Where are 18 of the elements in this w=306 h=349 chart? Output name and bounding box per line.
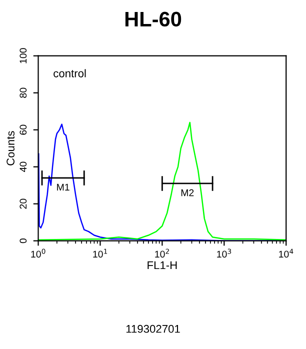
- x-tick-label: 10$^{1}$: [93, 248, 108, 258]
- y-tick-label: 80: [20, 88, 27, 98]
- y-tick-label: 0: [20, 238, 27, 244]
- chart-title: HL-60: [125, 12, 182, 27]
- y-tick-label: 40: [20, 162, 27, 172]
- series-label: M2: [181, 189, 194, 196]
- x-axis-title: FL1-H: [148, 261, 177, 270]
- x-tick-label: 10$^{2}$: [155, 248, 169, 258]
- text: 119302701: [126, 324, 180, 333]
- y-tick-label: 60: [20, 124, 27, 135]
- x-tick-label: 10$^{0}$: [31, 248, 46, 258]
- y-tick-label: 100: [20, 48, 27, 64]
- y-axis-title: Counts: [6, 131, 14, 166]
- x-tick-label: 10$^{3}$: [217, 248, 232, 258]
- annotation: control: [54, 69, 86, 78]
- x-tick-label: 10$^{4}$: [279, 248, 294, 258]
- series-label: M1: [57, 184, 70, 191]
- y-tick-label: 20: [20, 198, 27, 209]
